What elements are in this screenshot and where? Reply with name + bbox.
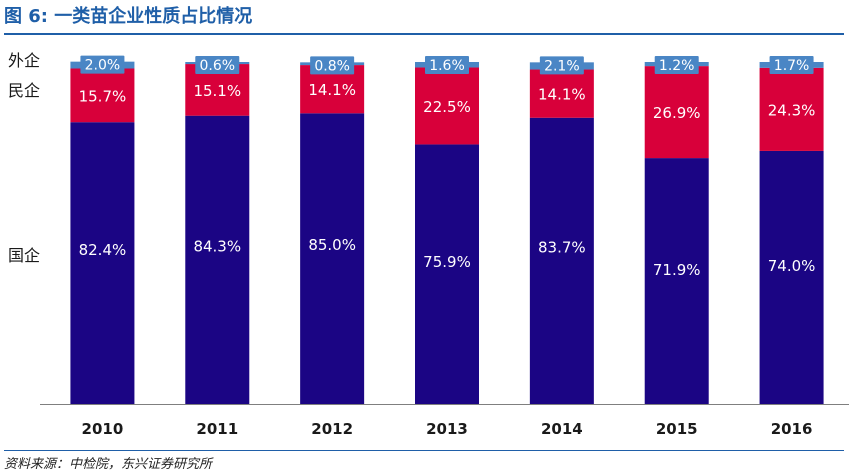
data-label: 1.2% [659, 58, 695, 74]
bar-segment-国企-2015 [644, 158, 709, 404]
bar-segment-国企-2014 [529, 117, 594, 404]
x-tick-label: 2010 [82, 420, 124, 438]
legend-label-外企: 外企 [8, 51, 40, 70]
bar-segment-国企-2012 [300, 113, 365, 405]
x-tick-label: 2011 [196, 420, 238, 438]
stacked-bar-chart: 82.4% 15.7% 2.0% 2010 84.3% 15.1% 0.6% 2011 85.0… [8, 51, 849, 438]
legend-label-民企: 民企 [8, 81, 40, 100]
data-label: 24.3% [768, 101, 816, 119]
data-label: 2.1% [544, 58, 580, 74]
data-label: 82.4% [79, 241, 127, 259]
data-label: 26.9% [653, 104, 701, 122]
source-note: 资料来源：中检院，东兴证券研究所 [4, 457, 213, 472]
data-label: 15.7% [79, 87, 127, 105]
data-label: 1.6% [429, 58, 465, 74]
bar-segment-民企-2013 [415, 67, 479, 145]
x-tick-label: 2014 [541, 420, 583, 438]
label-box-2013 [425, 56, 469, 74]
label-box-2012 [310, 56, 355, 75]
data-label: 15.1% [193, 82, 241, 100]
data-label: 71.9% [653, 261, 701, 279]
data-label: 14.1% [308, 81, 356, 99]
label-box-2011 [195, 56, 240, 74]
label-box-2014 [539, 56, 584, 75]
data-label: 85.0% [308, 236, 356, 254]
bar-segment-国企-2010 [70, 122, 135, 404]
data-label: 2.0% [85, 58, 121, 74]
data-label: 84.3% [193, 237, 241, 255]
label-box-2010 [80, 55, 125, 74]
data-label: 14.1% [538, 86, 586, 104]
label-box-2015 [654, 56, 699, 74]
figure-title: 图 6: 一类苗企业性质占比情况 [4, 6, 253, 27]
x-tick-label: 2015 [656, 420, 698, 438]
data-label: 0.8% [314, 58, 350, 74]
data-label: 74.0% [768, 257, 816, 275]
x-tick-label: 2016 [771, 420, 813, 438]
data-label: 75.9% [423, 253, 471, 271]
bar-segment-国企-2011 [185, 115, 250, 404]
bar-segment-国企-2016 [759, 150, 824, 404]
x-tick-label: 2012 [311, 420, 353, 438]
data-label: 1.7% [774, 58, 810, 74]
data-label: 83.7% [538, 239, 586, 257]
bar-segment-民企-2016 [759, 67, 824, 151]
bar-segment-国企-2013 [415, 144, 479, 404]
data-label: 0.6% [199, 58, 235, 74]
data-label: 22.5% [423, 98, 471, 116]
bar-segment-民企-2010 [70, 68, 135, 123]
bar-segment-民企-2014 [529, 69, 594, 118]
title-rule [4, 33, 844, 35]
x-tick-label: 2013 [426, 420, 468, 438]
bar-segment-民企-2015 [644, 66, 709, 159]
label-box-2016 [769, 56, 814, 74]
bottom-rule [4, 450, 844, 451]
legend-label-国企: 国企 [8, 246, 40, 265]
